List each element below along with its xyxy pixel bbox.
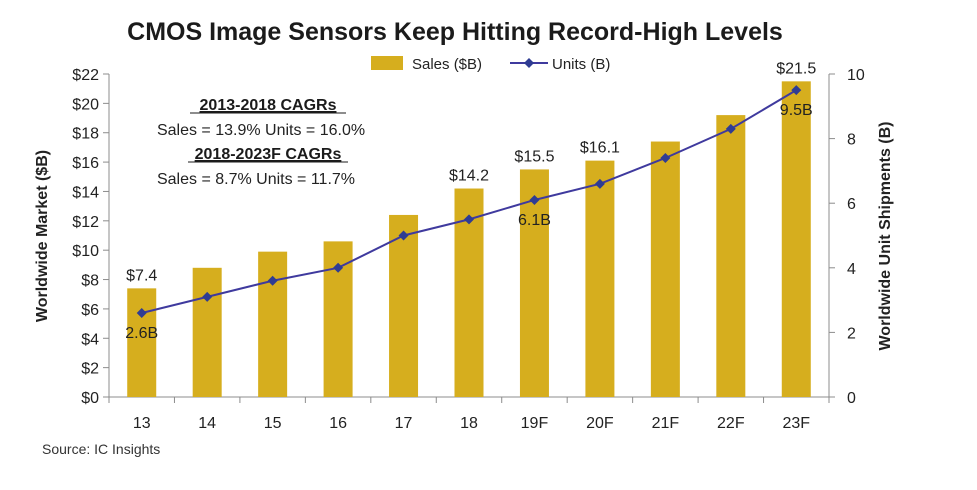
units-marker [464,214,474,225]
cagr-annotation: 2013-2018 CAGRs Sales = 13.9% Units = 16… [157,97,365,188]
units-marker [725,123,736,134]
cagr-2018-2023-heading: 2018-2023F CAGRs [195,146,342,163]
bar-value-labels: $7.4 $14.2 $15.5 $16.1 $21.5 [126,60,816,284]
y-tick-label: $22 [72,67,99,84]
cagr-2013-2018-heading: 2013-2018 CAGRs [200,97,337,114]
y2-axis-title: Worldwide Unit Shipments (B) [877,121,894,350]
y-tick-label: $6 [81,302,99,319]
y2-tick-label: 10 [847,67,865,84]
y-axis-title: Worldwide Market ($B) [34,150,51,322]
legend: Sales ($B) Units (B) [371,56,610,73]
sales-value-label: $7.4 [126,267,157,284]
units-marker [267,275,278,286]
x-tick-label: 21F [652,415,680,432]
source-note: Source: IC Insights [42,441,160,457]
sales-value-label: $14.2 [449,168,489,185]
legend-swatch-sales [371,56,403,70]
sales-value-label: $21.5 [776,60,816,77]
y-tick-label: $16 [72,155,99,172]
units-marker [660,152,671,163]
y-tick-label: $18 [72,126,99,143]
legend-label-units: Units (B) [552,56,610,73]
units-marker [594,178,605,189]
sales-bars [127,81,811,397]
x-tick-label: 23F [782,415,810,432]
sales-value-label: $16.1 [580,140,620,157]
y2-tick-label: 0 [847,390,856,407]
y-tick-label: $2 [81,361,99,378]
sales-bar [519,169,549,397]
cagr-2013-2018-values: Sales = 13.9% Units = 16.0% [157,122,365,139]
units-markers [136,85,802,319]
units-marker [136,308,147,319]
units-marker [529,194,540,205]
sales-bar [192,267,222,397]
units-marker [333,262,344,273]
y-tick-label: $20 [72,96,99,113]
cagr-2018-2023-values: Sales = 8.7% Units = 11.7% [157,171,355,188]
units-value-labels: 2.6B 6.1B 9.5B [125,102,812,342]
y2-tick-label: 6 [847,196,856,213]
sales-bar [716,115,746,397]
y2-tick-label: 2 [847,325,856,342]
y2-axis-ticks: 0 2 4 6 8 10 [829,67,865,407]
x-tick-label: 22F [717,415,745,432]
x-tick-label: 14 [198,415,216,432]
y-tick-label: $12 [72,214,99,231]
y2-tick-label: 4 [847,261,856,278]
x-tick-label: 16 [329,415,347,432]
legend-marker-units [524,58,534,68]
units-value-label: 9.5B [780,102,813,119]
y-tick-label: $0 [81,390,99,407]
units-value-label: 2.6B [125,325,158,342]
sales-bar [781,81,811,397]
sales-bar [389,214,419,397]
sales-bar [258,251,288,397]
y-tick-label: $14 [72,184,99,201]
units-marker [398,230,409,241]
sales-bar [127,288,157,397]
x-tick-label: 13 [133,415,151,432]
x-tick-label: 20F [586,415,614,432]
y-tick-label: $8 [81,273,99,290]
y-axis-ticks: $0 $2 $4 $6 $8 $10 $12 $14 $16 $18 $20 $22 [72,67,109,407]
legend-label-sales: Sales ($B) [412,56,482,73]
sales-bar [585,160,615,397]
y-tick-label: $4 [81,331,99,348]
x-tick-label: 15 [264,415,282,432]
units-marker [791,85,802,96]
sales-bar [650,141,680,397]
x-axis-ticks: 13 14 15 16 17 18 19F 20F 21F 22F 23F [108,397,830,432]
y-tick-label: $10 [72,243,99,260]
sales-value-label: $15.5 [514,148,554,165]
x-tick-label: 19F [521,415,549,432]
x-tick-label: 18 [460,415,478,432]
chart-title: CMOS Image Sensors Keep Hitting Record-H… [127,18,783,46]
units-marker [202,291,213,302]
units-value-label: 6.1B [518,212,551,229]
x-tick-label: 17 [395,415,413,432]
y2-tick-label: 8 [847,132,856,149]
